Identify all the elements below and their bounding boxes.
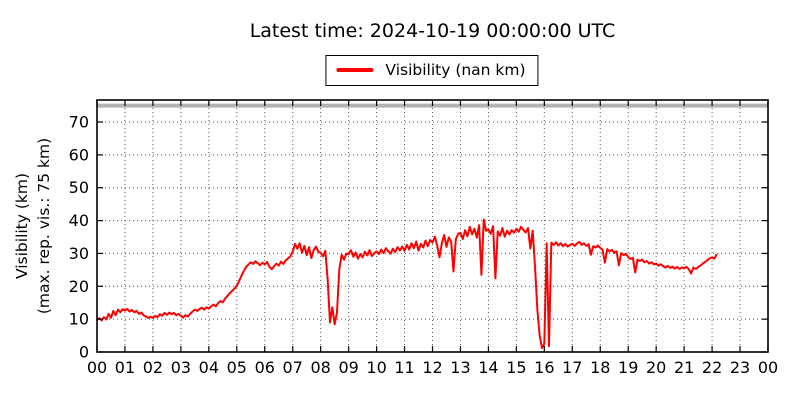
- x-tick-label: 15: [506, 358, 526, 377]
- x-tick-label: 01: [115, 358, 135, 377]
- y-tick-label: 60: [69, 145, 89, 164]
- x-tick-label: 11: [394, 358, 414, 377]
- chart-title: Latest time: 2024-10-19 00:00:00 UTC: [249, 20, 616, 42]
- y-axis-label-line1: Visibility (km): [13, 173, 31, 279]
- x-tick-label: 12: [422, 358, 442, 377]
- y-tick-label: 50: [69, 178, 89, 197]
- y-tick-label: 20: [69, 277, 89, 296]
- x-tick-label: 16: [534, 358, 554, 377]
- x-tick-label: 04: [199, 358, 219, 377]
- x-tick-label: 03: [171, 358, 191, 377]
- x-tick-label: 00: [758, 358, 778, 377]
- x-tick-label: 21: [674, 358, 694, 377]
- y-tick-label: 70: [69, 113, 89, 132]
- x-tick-label: 00: [87, 358, 107, 377]
- x-tick-label: 23: [730, 358, 750, 377]
- plot-border: [96, 99, 769, 353]
- x-tick-label: 18: [590, 358, 610, 377]
- x-tick-label: 20: [646, 358, 666, 377]
- x-tick-label: 07: [283, 358, 303, 377]
- x-tick-label: 13: [450, 358, 470, 377]
- legend-line-swatch: [336, 68, 374, 72]
- y-tick-label: 10: [69, 310, 89, 329]
- x-tick-label: 02: [143, 358, 163, 377]
- y-axis-label-line2: (max. rep. vis.: 75 km): [35, 138, 53, 314]
- x-tick-label: 19: [618, 358, 638, 377]
- y-tick-label: 40: [69, 211, 89, 230]
- x-tick-label: 05: [227, 358, 247, 377]
- plot-area: 00 01 02 03 04 05 06 07 08 09 10 11 12 13 14 15 16 17 18 19…: [69, 99, 778, 377]
- x-tick-label: 06: [255, 358, 275, 377]
- x-tick-label: 17: [562, 358, 582, 377]
- visibility-series-line: [96, 218, 718, 350]
- x-tick-label: 10: [366, 358, 386, 377]
- x-tick-label: 14: [478, 358, 498, 377]
- x-tick-label: 08: [310, 358, 330, 377]
- legend: Visibility (nan km): [325, 55, 539, 86]
- y-tick-label: 0: [79, 343, 89, 362]
- y-tick-label: 30: [69, 244, 89, 263]
- x-tick-label: 09: [338, 358, 358, 377]
- legend-label: Visibility (nan km): [385, 61, 526, 79]
- x-tick-label: 22: [702, 358, 722, 377]
